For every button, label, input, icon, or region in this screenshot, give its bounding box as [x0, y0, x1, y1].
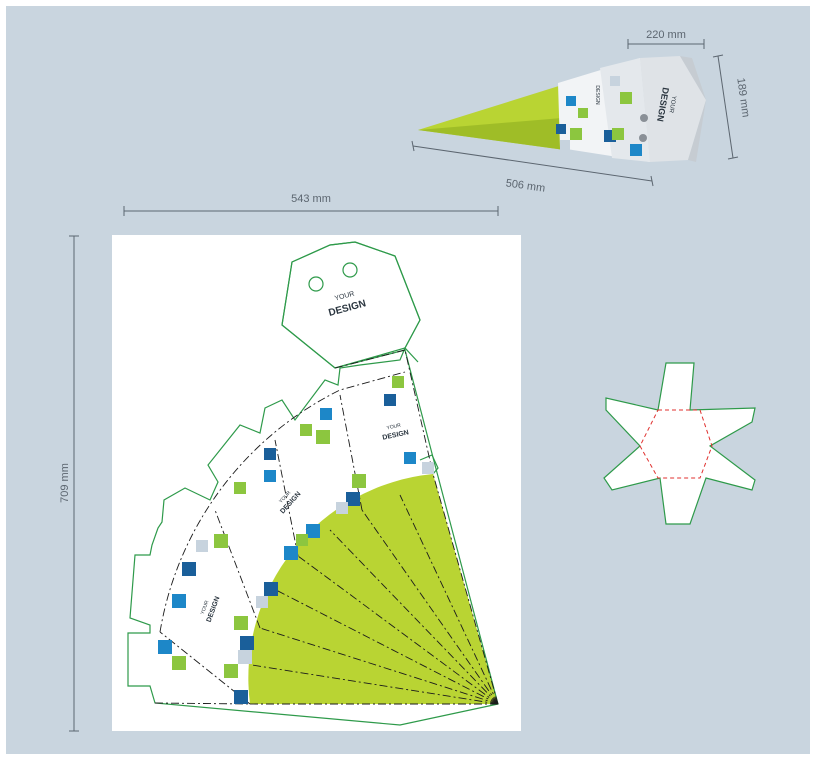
dimension-annotations: 220 mm 189 mm 506 mm 543 mm 709 mm	[59, 29, 752, 732]
hang-hole-right	[342, 262, 358, 278]
dim-cone-length: 220 mm	[627, 29, 705, 49]
side-flap	[419, 454, 439, 475]
cone-square	[560, 140, 570, 150]
cone-design-label-small: DESIGN	[594, 85, 600, 105]
cone-square	[612, 128, 624, 140]
cone-hole	[640, 114, 648, 122]
cone-square	[610, 76, 620, 86]
dim-cone-side-label: 506 mm	[505, 177, 546, 194]
dim-net-width-label: 543 mm	[291, 193, 331, 205]
lid-your-label: YOUR	[334, 291, 355, 303]
cone-hole	[639, 134, 647, 142]
cone-mockup: DESIGN DESIGN YOUR	[418, 56, 706, 162]
die-cut-net	[127, 241, 499, 726]
dim-cone-height-label: 189 mm	[734, 77, 751, 118]
star-outline	[603, 362, 756, 525]
cone-tip-shade	[418, 118, 565, 150]
cone-square	[630, 144, 642, 156]
hang-hole-left	[308, 276, 324, 292]
cone-cap	[640, 56, 706, 162]
dim-net-width: 543 mm	[123, 193, 499, 216]
cone-your-label: YOUR	[667, 95, 676, 114]
star-fold-hexagon	[639, 409, 713, 479]
star-base-net	[603, 362, 756, 525]
dim-net-height: 709 mm	[59, 235, 79, 732]
lid-outline	[281, 241, 421, 369]
fold-lines	[154, 349, 499, 705]
pattern-squares	[158, 376, 434, 704]
cone-square	[570, 128, 582, 140]
panel-your-label: YOUR	[200, 599, 211, 615]
dim-cone-side: 506 mm	[411, 140, 654, 195]
dim-cone-length-label: 220 mm	[646, 29, 686, 41]
cone-square	[566, 96, 576, 106]
cone-square	[620, 92, 632, 104]
cone-square	[578, 108, 588, 118]
cone-cap-edge	[680, 56, 706, 162]
dim-net-height-label: 709 mm	[59, 463, 71, 503]
dim-cone-height: 189 mm	[712, 54, 752, 160]
cone-square	[556, 124, 566, 134]
panel-your-label: YOUR	[386, 423, 402, 432]
